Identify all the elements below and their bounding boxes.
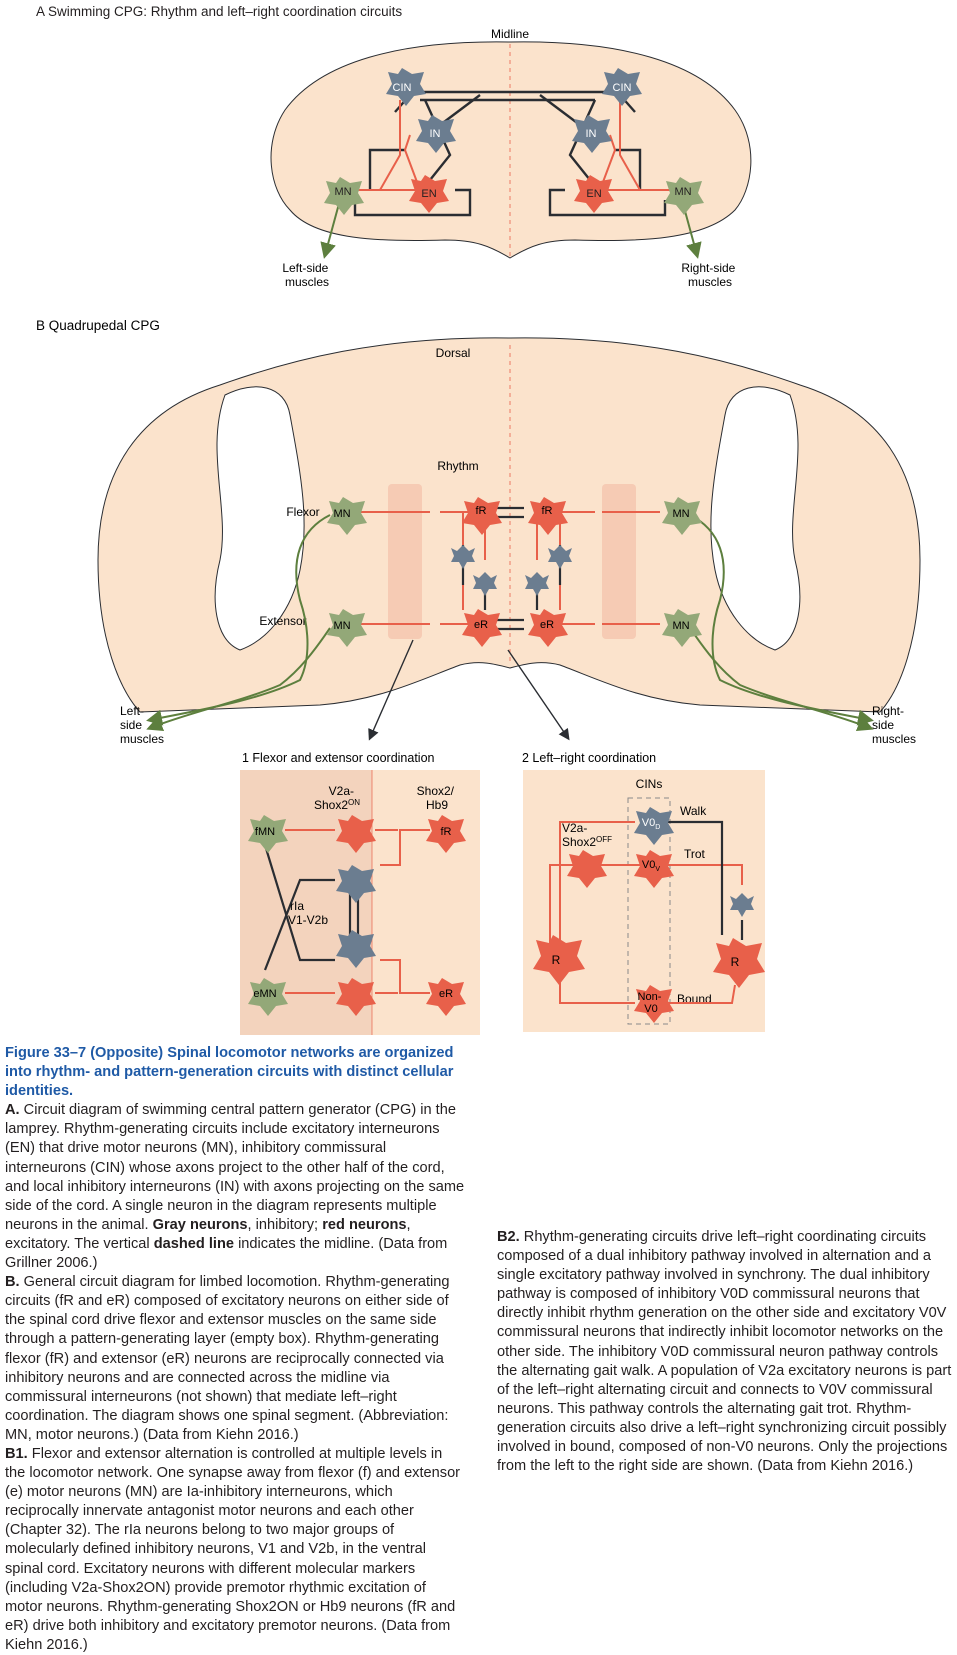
svg-text:R: R: [552, 953, 561, 967]
walk-label: Walk: [680, 804, 707, 818]
svg-text:MN: MN: [672, 620, 689, 632]
svg-text:eR: eR: [474, 619, 488, 631]
cins-label: CINs: [636, 777, 663, 791]
neuron-in-right: IN: [572, 115, 612, 153]
neuron-mn-right: MN: [664, 177, 704, 215]
neuron-fr-left: fR: [462, 497, 502, 535]
midline-label: Midline: [491, 27, 529, 41]
svg-text:IN: IN: [430, 128, 441, 140]
trot-label: Trot: [684, 847, 706, 861]
neuron-mn-extensor-left: MN: [327, 609, 367, 647]
neuron-inhibitory-b2: [730, 893, 754, 917]
neuron-v2a-flexor: [336, 815, 376, 853]
shox2-label-b1: Shox2/ Hb9: [417, 784, 458, 812]
neuron-er-right: eR: [528, 609, 568, 647]
figure-title: Figure 33–7 (Opposite) Spinal locomotor …: [5, 1045, 454, 1100]
svg-text:eMN: eMN: [253, 988, 276, 1000]
rhythm-label: Rhythm: [437, 459, 478, 473]
left-muscles-label-a: Left-side muscles: [282, 261, 331, 289]
neuron-v0d: V0D: [634, 807, 674, 845]
panel-b-title: B Quadrupedal CPG: [36, 318, 160, 333]
caption-b: B. General circuit diagram for limbed lo…: [5, 1274, 450, 1443]
svg-text:MN: MN: [674, 186, 691, 198]
right-muscles-label-b: Right- side muscles: [872, 704, 916, 746]
pattern-layer-left: [388, 484, 422, 639]
neuron-r-right: R: [713, 938, 765, 988]
neuron-mn-left: MN: [324, 177, 364, 215]
svg-text:MN: MN: [672, 508, 689, 520]
ria-label: rIa V1-V2b: [288, 899, 328, 927]
v2a-label-b2: V2a- Shox2OFF: [562, 821, 612, 849]
svg-text:IN: IN: [586, 128, 597, 140]
svg-text:R: R: [731, 955, 740, 969]
panel-b2: 2 Left–right coordination CINs Walk Trot…: [522, 751, 765, 1032]
inhibitory-neurons-b: [451, 545, 572, 596]
neuron-emn: eMN: [248, 978, 288, 1016]
panel-b2-title: 2 Left–right coordination: [522, 751, 656, 765]
right-muscles-label-a: Right-side muscles: [681, 261, 738, 289]
panel-a: A Swimming CPG: Rhythm and left–right co…: [36, 4, 752, 289]
caption-a: A. Circuit diagram of swimming central p…: [5, 1102, 465, 1272]
panel-b-cord: [97, 337, 921, 713]
neuron-mn-extensor-right: MN: [662, 609, 702, 647]
neuron-fr-right: fR: [528, 497, 568, 535]
neuron-en-right: EN: [574, 175, 614, 213]
neuron-r-left: R: [533, 935, 585, 985]
svg-text:V0V: V0V: [642, 859, 660, 873]
neuron-v2a-extensor: [336, 978, 376, 1016]
svg-text:CIN: CIN: [613, 82, 632, 94]
neuron-cin-right: CIN: [602, 68, 642, 106]
neuron-ria-lower: [336, 930, 376, 968]
neuron-er-left: eR: [462, 609, 502, 647]
svg-text:V0D: V0D: [642, 817, 661, 831]
neuron-in-left: IN: [416, 115, 456, 153]
svg-text:fR: fR: [542, 505, 553, 517]
svg-text:Non- V0: Non- V0: [638, 991, 665, 1015]
panel-a-title: A Swimming CPG: Rhythm and left–right co…: [36, 4, 402, 19]
svg-text:fR: fR: [476, 505, 487, 517]
caption-right: B2. Rhythm-generating circuits drive lef…: [497, 1228, 954, 1476]
caption-b2: B2. Rhythm-generating circuits drive lef…: [497, 1229, 952, 1475]
dorsal-label: Dorsal: [436, 346, 471, 360]
svg-text:MN: MN: [333, 508, 350, 520]
svg-text:EN: EN: [421, 188, 436, 200]
left-muscles-label-b: Left- side muscles: [120, 704, 164, 746]
svg-text:CIN: CIN: [393, 82, 412, 94]
neuron-ria-upper: [336, 865, 376, 903]
neuron-en-left: EN: [409, 175, 449, 213]
panel-a-cord: [270, 41, 752, 259]
neuron-cin-left: CIN: [386, 68, 426, 106]
caption-b1: B1. Flexor and extensor alternation is c…: [5, 1445, 461, 1653]
svg-text:eR: eR: [540, 619, 554, 631]
panel-b: B Quadrupedal CPG Dorsal Rhythm Flexor E…: [36, 318, 921, 746]
v2a-label-b1: V2a- Shox2ON: [314, 784, 360, 812]
panel-b1: 1 Flexor and extensor coordination V2a- …: [240, 751, 480, 1035]
neuron-non-v0: Non- V0: [634, 985, 674, 1023]
panel-b1-title: 1 Flexor and extensor coordination: [242, 751, 435, 765]
svg-text:eR: eR: [439, 988, 453, 1000]
svg-text:MN: MN: [334, 186, 351, 198]
neuron-v0v: V0V: [634, 850, 674, 888]
neuron-fmn: fMN: [248, 815, 288, 853]
pattern-layer-right: [602, 484, 636, 639]
svg-text:fMN: fMN: [255, 826, 275, 838]
svg-text:EN: EN: [586, 188, 601, 200]
neuron-mn-flexor-right: MN: [662, 497, 702, 535]
neuron-mn-flexor-left: MN: [327, 497, 367, 535]
caption-left: Figure 33–7 (Opposite) Spinal locomotor …: [5, 1044, 465, 1655]
neuron-fr-b1: fR: [426, 815, 466, 853]
neuron-v2a-b2: [567, 850, 607, 888]
neuron-er-b1: eR: [426, 978, 466, 1016]
flexor-label: Flexor: [286, 505, 319, 519]
svg-text:MN: MN: [333, 620, 350, 632]
figure-diagram: A Swimming CPG: Rhythm and left–right co…: [36, 4, 921, 1035]
extensor-label: Extensor: [259, 614, 306, 628]
svg-text:fR: fR: [441, 826, 452, 838]
